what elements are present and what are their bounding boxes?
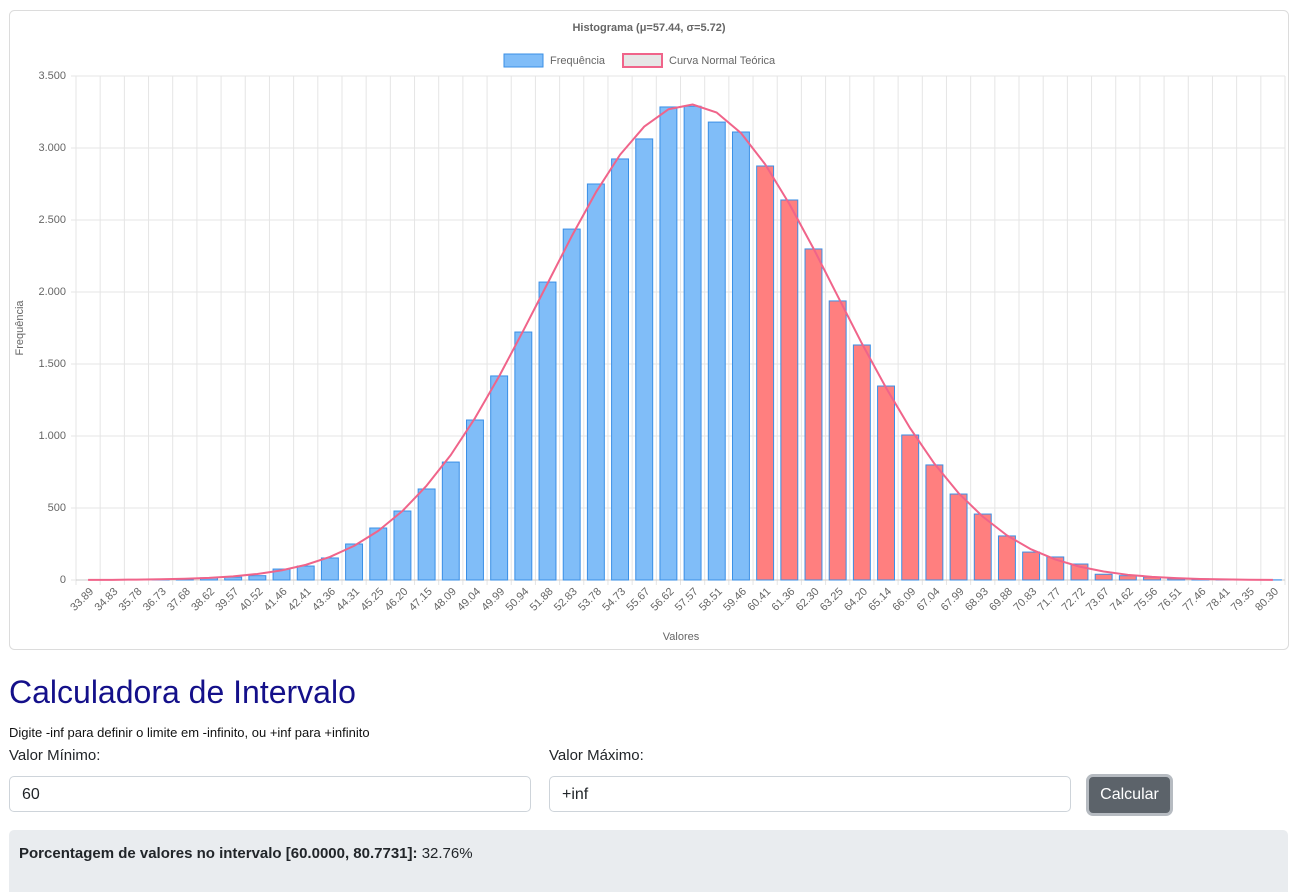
bar: [659, 106, 678, 581]
bar: [514, 331, 533, 581]
bar: [441, 461, 460, 581]
bar: [683, 105, 702, 581]
y-tick-label: 1.000: [38, 430, 66, 442]
legend-label: Frequência: [550, 55, 606, 67]
bar: [780, 199, 799, 581]
bar: [1022, 551, 1041, 581]
result-label: Porcentagem de valores no intervalo [60.…: [19, 845, 418, 862]
y-tick-label: 3.000: [38, 142, 66, 154]
bar: [1118, 575, 1137, 581]
calculator-title: Calculadora de Intervalo: [9, 674, 356, 710]
bar: [611, 158, 630, 581]
chart-title: Histograma (μ=57.44, σ=5.72): [572, 22, 725, 34]
bar: [562, 228, 581, 581]
bar: [369, 527, 388, 581]
bar: [320, 557, 339, 581]
bar: [296, 565, 315, 581]
bar: [925, 464, 944, 581]
bar: [877, 385, 895, 581]
x-axis-label: Valores: [663, 631, 700, 643]
legend-label: Curva Normal Teórica: [669, 55, 776, 67]
y-tick-label: 2.000: [38, 286, 66, 298]
min-input[interactable]: 60: [9, 776, 531, 812]
bar: [1094, 573, 1113, 581]
bar: [345, 543, 364, 581]
bar: [731, 131, 750, 581]
curve: [88, 103, 1273, 581]
bar: [393, 510, 412, 581]
y-tick-label: 1.500: [38, 358, 66, 370]
y-tick-label: 3.500: [38, 70, 66, 82]
calculate-button[interactable]: Calcular: [1086, 774, 1173, 816]
legend-swatch: [622, 53, 663, 68]
bar: [804, 248, 823, 581]
hint: Digite -inf para definir o limite em -in…: [9, 725, 370, 740]
legend-swatch: [503, 53, 544, 68]
bar: [538, 281, 557, 581]
bar: [248, 575, 267, 581]
bar: [707, 121, 726, 581]
bar: [973, 513, 992, 581]
bar: [272, 568, 291, 581]
result-value: 32.76%: [421, 845, 473, 862]
bar: [756, 165, 775, 581]
bar: [466, 419, 484, 581]
bar: [635, 138, 654, 581]
bar: [901, 434, 920, 581]
bar: [417, 488, 436, 581]
bar: [1046, 556, 1065, 581]
chart: Histograma (μ=57.44, σ=5.72) Valores Fre…: [9, 10, 1289, 650]
bar: [586, 183, 605, 581]
bar: [828, 300, 847, 581]
result-box: Porcentagem de valores no intervalo [60.…: [9, 830, 1288, 892]
y-axis-label: Frequência: [14, 300, 26, 356]
bar: [997, 535, 1016, 581]
max-input[interactable]: +inf: [549, 776, 1071, 812]
bar: [490, 375, 509, 581]
min-label: Valor Mínimo:: [9, 747, 101, 764]
y-tick-label: 2.500: [38, 214, 66, 226]
bar: [852, 344, 871, 581]
max-label: Valor Máximo:: [549, 747, 644, 764]
y-tick-label: 0: [60, 574, 66, 586]
y-tick-label: 500: [48, 502, 66, 514]
bar: [949, 493, 968, 581]
